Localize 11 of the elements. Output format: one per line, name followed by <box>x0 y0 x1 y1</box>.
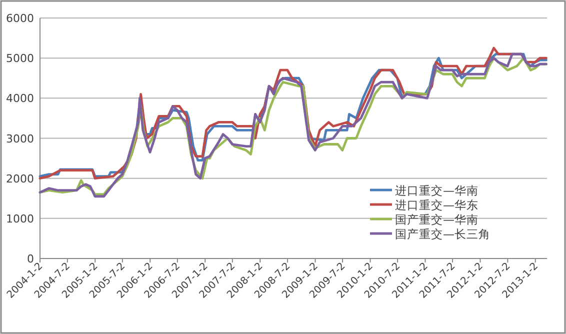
y-tick-label: 1000 <box>6 212 34 226</box>
legend-label: 国产重交—长三角 <box>395 227 490 241</box>
y-tick-label: 4000 <box>6 92 34 106</box>
y-tick-label: 0 <box>27 252 34 266</box>
legend-label: 进口重交—华东 <box>395 198 478 212</box>
y-tick-label: 3000 <box>6 132 34 146</box>
legend-label: 国产重交—华南 <box>395 212 478 226</box>
legend-label: 进口重交—华南 <box>395 184 478 198</box>
y-tick-label: 6000 <box>6 12 34 25</box>
y-tick-label: 2000 <box>6 172 34 186</box>
y-tick-label: 5000 <box>6 52 34 66</box>
